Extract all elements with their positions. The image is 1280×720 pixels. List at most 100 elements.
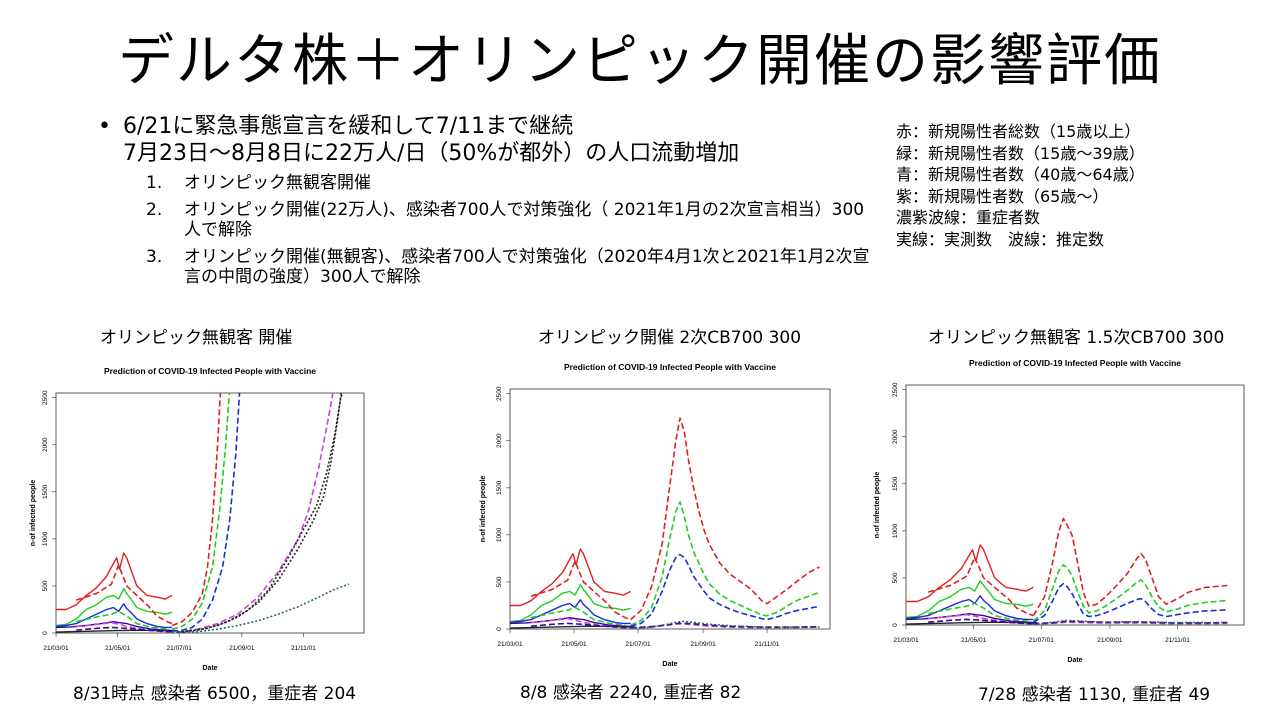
series-line-red-dashed: [630, 417, 820, 621]
y-tick-label: 2000: [892, 429, 899, 444]
series-group: [56, 393, 350, 633]
x-tick-label: 21/09/01: [229, 645, 255, 652]
series-group: [906, 517, 1228, 625]
scenario-list: 1. オリンピック無観客開催 2. オリンピック開催(22万人)、感染者700人…: [146, 173, 876, 294]
series-line-red-dashed: [171, 393, 222, 627]
plot-frame: [905, 384, 1245, 626]
x-tick-label: 21/07/01: [625, 641, 651, 648]
chart-panel-3: Prediction of COVID-19 Infected People w…: [874, 358, 1245, 664]
y-tick-label: 1500: [496, 480, 503, 495]
color-legend: 赤：新規陽性者総数（15歳以上） 緑：新規陽性者数（15歳～39歳） 青：新規陽…: [896, 121, 1145, 250]
bullet-line-2: 7月23日～8月8日に22万人/日（50%が都外）の人口流動増加: [123, 141, 740, 166]
x-axis-label: Date: [202, 665, 217, 672]
series-group: [510, 417, 820, 629]
y-tick-label: 0: [892, 623, 899, 627]
x-tick-label: 21/05/01: [105, 645, 131, 652]
series-line-purple-dashed: [76, 626, 173, 633]
scenario-text: オリンピック開催(無観客)、感染者700人で対策強化（2020年4月1次と202…: [184, 247, 870, 287]
y-tick-label: 2000: [496, 433, 503, 448]
x-tick-label: 21/03/01: [43, 645, 69, 652]
legend-line-style: 実線：実測数 波線：推定数: [896, 229, 1105, 249]
y-tick-label: 0: [42, 631, 49, 635]
y-tick-label: 1500: [892, 476, 899, 491]
panel-2-subtitle: オリンピック開催 2次CB700 300: [538, 328, 802, 348]
bullet-line-1: 6/21に緊急事態宣言を緩和して7/11まで継続: [123, 114, 574, 139]
y-tick-label: 500: [496, 576, 503, 587]
scenario-number: 2.: [146, 200, 163, 220]
series-line-red-dashed: [75, 564, 173, 625]
legend-severe: 濃紫波線：重症者数: [896, 208, 1041, 227]
series-line-black-dashed: [182, 393, 344, 633]
x-tick-label: 21/07/01: [1029, 637, 1055, 644]
panel-2-caption: 8/8 感染者 2240, 重症者 82: [520, 683, 742, 703]
y-tick-label: 2500: [892, 382, 899, 397]
chart-title: Prediction of COVID-19 Infected People w…: [564, 362, 776, 372]
legend-purple: 紫：新規陽性者数（65歳～）: [896, 186, 1109, 206]
bullet-dot-icon: •: [98, 114, 111, 139]
x-tick-label: 21/03/01: [497, 641, 523, 648]
y-axis-label: n-of infected people: [480, 476, 487, 543]
series-line-red-dashed: [1032, 517, 1228, 617]
y-tick-label: 0: [496, 627, 503, 631]
y-axis-label: n-of infected people: [874, 472, 881, 539]
series-line-green-dashed: [76, 610, 168, 630]
series-line-red-solid: [56, 552, 173, 611]
series-line-green-dashed: [530, 606, 626, 626]
series-line-green-dashed: [928, 602, 1028, 622]
series-line-magenta-dashed: [76, 621, 173, 633]
y-tick-label: 2500: [42, 390, 49, 405]
series-line-blue-dashed: [630, 553, 820, 627]
series-line-severe-dashed: [172, 583, 350, 633]
scenario-number: 1.: [146, 173, 163, 193]
series-line-black-solid: [906, 621, 1037, 625]
x-tick-label: 21/05/01: [561, 641, 587, 648]
x-tick-label: 21/09/01: [1097, 637, 1123, 644]
series-line-magenta-dashed: [177, 393, 334, 633]
series-line-blue-dashed: [172, 393, 241, 632]
series-line-green-dashed: [630, 501, 820, 626]
x-tick-label: 21/07/01: [167, 645, 193, 652]
legend-red: 赤：新規陽性者総数（15歳以上）: [896, 122, 1141, 141]
x-axis-label: Date: [1067, 657, 1082, 664]
chart-panel-2: Prediction of COVID-19 Infected People w…: [480, 362, 831, 668]
main-bullet: • 6/21に緊急事態宣言を緩和して7/11まで継続 7月23日～8月8日に22…: [98, 113, 868, 167]
series-line-purple-dashed: [530, 622, 631, 629]
plot-frame: [55, 392, 365, 634]
y-tick-label: 1000: [892, 523, 899, 538]
y-axis-label: n-of infected people: [30, 480, 37, 547]
series-line-blue-dashed: [1032, 582, 1228, 623]
panel-3-caption: 7/28 感染者 1130, 重症者 49: [978, 685, 1211, 705]
series-line-red-solid: [510, 548, 632, 607]
y-tick-label: 500: [892, 572, 899, 583]
y-tick-label: 1000: [42, 531, 49, 546]
panel-3-subtitle: オリンピック無観客 1.5次CB700 300: [928, 328, 1225, 348]
chart-title: Prediction of COVID-19 Infected People w…: [104, 366, 316, 376]
legend-blue: 青：新規陽性者数（40歳～64歳）: [896, 165, 1145, 184]
x-tick-label: 21/03/01: [893, 637, 919, 644]
scenario-text: オリンピック無観客開催: [184, 173, 371, 193]
series-line-green-dashed: [1032, 564, 1228, 622]
series-line-red-dashed: [530, 560, 631, 621]
series-line-green-solid: [56, 588, 173, 627]
series-line-severe-dashed: [1033, 619, 1228, 625]
panel-1-caption: 8/31時点 感染者 6500，重症者 204: [73, 684, 357, 704]
x-tick-label: 21/09/01: [690, 641, 716, 648]
scenario-item: 2. オリンピック開催(22万人)、感染者700人で対策強化（ 2021年1月の…: [146, 200, 876, 240]
series-line-green-solid: [906, 580, 1034, 619]
x-tick-label: 21/11/01: [291, 645, 316, 652]
series-line-green-solid: [510, 584, 631, 623]
slide-title: デルタ株＋オリンピック開催の影響評価: [118, 29, 1162, 94]
chart-title: Prediction of COVID-19 Infected People w…: [969, 358, 1181, 368]
y-tick-label: 2500: [496, 386, 503, 401]
panel-1-subtitle: オリンピック無観客 開催: [100, 328, 293, 348]
x-axis-label: Date: [662, 661, 677, 668]
scenario-item: 1. オリンピック無観客開催: [146, 173, 876, 193]
series-line-purple-dashed: [630, 622, 820, 629]
series-line-green-dashed: [171, 393, 231, 630]
x-tick-label: 21/05/01: [961, 637, 987, 644]
chart-panel-1: Prediction of COVID-19 Infected People w…: [30, 366, 365, 672]
scenario-item: 3. オリンピック開催(無観客)、感染者700人で対策強化（2020年4月1次と…: [146, 247, 876, 287]
series-line-red-solid: [906, 544, 1034, 603]
plot-frame: [509, 388, 831, 630]
legend-green: 緑：新規陽性者数（15歳～39歳）: [896, 143, 1145, 163]
